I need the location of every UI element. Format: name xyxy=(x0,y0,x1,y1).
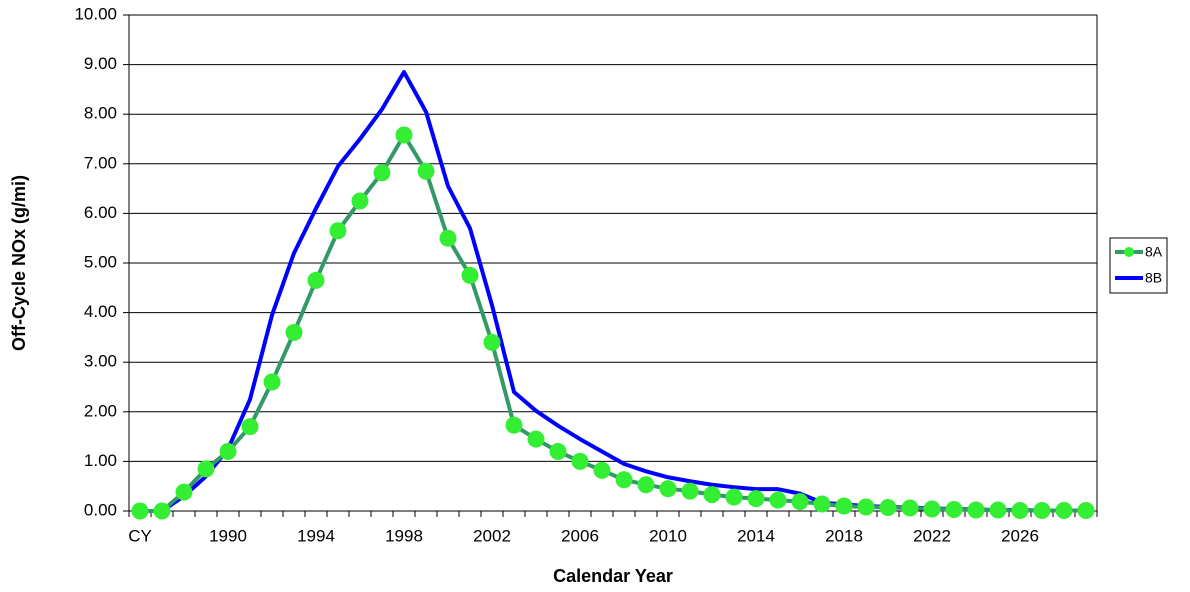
x-tick-label: 2002 xyxy=(473,526,511,545)
marker xyxy=(131,502,149,520)
marker xyxy=(483,333,501,351)
x-tick-label: CY xyxy=(128,526,152,545)
y-tick-label: 1.00 xyxy=(84,451,117,470)
marker xyxy=(351,192,369,210)
x-tick-label: 1998 xyxy=(385,526,423,545)
marker xyxy=(835,497,853,515)
marker xyxy=(549,442,567,460)
marker xyxy=(901,499,919,517)
x-tick-label: 2006 xyxy=(561,526,599,545)
series-line xyxy=(140,133,1086,513)
marker xyxy=(945,501,963,519)
marker xyxy=(593,461,611,479)
marker xyxy=(1033,502,1051,520)
marker xyxy=(967,501,985,519)
marker xyxy=(307,271,325,289)
y-tick-label: 9.00 xyxy=(84,54,117,73)
marker xyxy=(725,488,743,506)
marker xyxy=(747,490,765,508)
marker xyxy=(527,430,545,448)
y-tick-label: 10.00 xyxy=(74,4,117,23)
marker xyxy=(769,491,787,509)
marker xyxy=(241,418,259,436)
marker xyxy=(395,126,413,144)
marker xyxy=(615,471,633,489)
marker xyxy=(813,495,831,513)
marker xyxy=(153,502,171,520)
marker xyxy=(1055,502,1073,520)
marker xyxy=(1077,502,1095,520)
marker xyxy=(329,222,347,240)
y-tick-label: 3.00 xyxy=(84,352,117,371)
y-tick-label: 2.00 xyxy=(84,401,117,420)
legend-marker xyxy=(1124,247,1134,257)
y-tick-label: 7.00 xyxy=(84,153,117,172)
x-tick-label: 1994 xyxy=(297,526,335,545)
marker xyxy=(857,498,875,516)
marker xyxy=(373,164,391,182)
x-tick-label: 2026 xyxy=(1001,526,1039,545)
marker xyxy=(923,500,941,518)
marker xyxy=(989,501,1007,519)
x-tick-label: 2018 xyxy=(825,526,863,545)
x-tick-label: 2014 xyxy=(737,526,775,545)
marker xyxy=(285,323,303,341)
marker xyxy=(439,229,457,247)
y-tick-label: 5.00 xyxy=(84,252,117,271)
marker xyxy=(879,499,897,517)
marker xyxy=(659,480,677,498)
y-tick-label: 6.00 xyxy=(84,203,117,222)
marker xyxy=(263,373,281,391)
y-tick-label: 0.00 xyxy=(84,500,117,519)
marker xyxy=(417,162,435,180)
marker xyxy=(637,476,655,494)
marker xyxy=(681,482,699,500)
marker xyxy=(461,266,479,284)
marker xyxy=(219,442,237,460)
legend-box xyxy=(1109,237,1168,294)
y-tick-label: 4.00 xyxy=(84,302,117,321)
marker xyxy=(197,460,215,478)
y-axis-title: Off-Cycle NOx (g/mi) xyxy=(9,175,29,351)
marker xyxy=(175,483,193,501)
y-tick-label: 8.00 xyxy=(84,104,117,123)
marker xyxy=(505,416,523,434)
marker xyxy=(1011,502,1029,520)
x-tick-label: 2022 xyxy=(913,526,951,545)
x-tick-label: 2010 xyxy=(649,526,687,545)
marker xyxy=(703,486,721,504)
x-tick-label: 1990 xyxy=(209,526,247,545)
x-axis-title: Calendar Year xyxy=(553,566,673,586)
legend-label: 8A xyxy=(1145,244,1163,260)
series-line xyxy=(140,70,1086,513)
legend-label: 8B xyxy=(1145,270,1162,286)
marker xyxy=(791,493,809,511)
marker xyxy=(571,452,589,470)
